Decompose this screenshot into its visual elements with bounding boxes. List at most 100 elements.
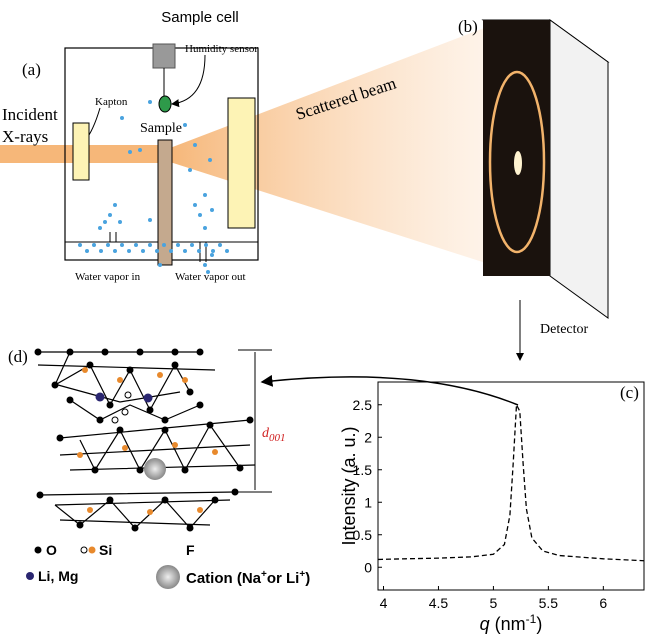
atom-o: [131, 524, 139, 532]
atom-o: [136, 466, 144, 474]
text: Cation (Na: [186, 570, 262, 587]
legend-f: [80, 546, 88, 554]
x-tick-label: 4.5: [429, 595, 449, 611]
water-drop: [148, 243, 152, 247]
unit: ): [536, 614, 542, 634]
atom-si: [157, 372, 163, 378]
water-drop: [98, 226, 102, 230]
water-drop: [99, 249, 103, 253]
panel-label: (a): [22, 60, 41, 79]
x-tick-label: 4: [380, 595, 388, 611]
atom-o: [236, 464, 244, 472]
atom-o: [91, 466, 99, 474]
water-drop: [120, 116, 124, 120]
water-drop: [169, 249, 173, 253]
atom-o: [36, 491, 44, 499]
arrow: [260, 374, 519, 406]
atom-o: [96, 416, 104, 424]
water-drop: [78, 243, 82, 247]
atom-o: [66, 396, 74, 404]
water-drop: [204, 243, 208, 247]
atom-o: [206, 421, 214, 429]
subscript: 001: [269, 432, 286, 444]
x-tick-label: 6: [599, 595, 607, 611]
legend-li-mg: [26, 572, 34, 580]
legend-si: [88, 546, 96, 554]
water-drop: [118, 220, 122, 224]
atom-o: [231, 488, 239, 496]
water-drop: [203, 193, 207, 197]
clay-structure: [37, 351, 256, 529]
water-drop: [113, 249, 117, 253]
sup: +: [299, 569, 305, 580]
atom-o: [161, 496, 169, 504]
water-drop: [103, 220, 107, 224]
exit-window: [227, 97, 256, 229]
water-drop: [127, 249, 131, 253]
label: Water vapor out: [175, 271, 246, 283]
atom-o: [211, 496, 219, 504]
atom-o: [246, 416, 254, 424]
water-drop: [113, 203, 117, 207]
unit: (nm: [490, 614, 526, 634]
water-drop: [197, 249, 201, 253]
atom-o: [116, 426, 124, 434]
atom-o: [181, 466, 189, 474]
legend-label: F: [186, 542, 195, 558]
atom-si: [212, 449, 218, 455]
atom-o: [86, 361, 94, 369]
kapton-window: [72, 122, 90, 181]
label: Water vapor in: [75, 271, 141, 283]
atom-o: [106, 496, 114, 504]
label: Detector: [540, 322, 589, 337]
atom-si: [77, 452, 83, 458]
water-drop: [210, 253, 214, 257]
water-drop: [203, 263, 207, 267]
text: or Li: [267, 570, 300, 587]
atom-o: [106, 401, 114, 409]
atom-o: [34, 348, 42, 356]
atom-o: [66, 348, 74, 356]
water-drop: [208, 158, 212, 162]
water-drop: [203, 226, 207, 230]
data-line: [377, 402, 645, 562]
atom-si: [182, 377, 188, 383]
water-drop: [193, 203, 197, 207]
atom-li-mg: [143, 393, 153, 403]
atom-si: [82, 367, 88, 373]
atom-si: [172, 442, 178, 448]
legend-cation: [156, 565, 180, 589]
sample-holder: [157, 139, 173, 266]
atom-o: [161, 426, 169, 434]
y-tick-label: 2.5: [353, 397, 373, 413]
water-drop: [148, 218, 152, 222]
x-axis-label: q (nm-1): [480, 612, 543, 634]
atom-f: [124, 391, 132, 399]
legend-label: Cation (Na+or Li+): [186, 569, 310, 587]
atom-si: [87, 507, 93, 513]
label: Incident: [2, 105, 58, 124]
label: X-rays: [2, 127, 48, 146]
vapor-pipes: [109, 232, 207, 262]
water-drop: [155, 249, 159, 253]
scattered-cone: [170, 25, 492, 265]
water-drop: [188, 168, 192, 172]
water-drop: [162, 243, 166, 247]
water-drop: [120, 243, 124, 247]
x-tick-label: 5: [490, 595, 498, 611]
beam-center: [514, 151, 522, 175]
water-drop: [128, 150, 132, 154]
panel-label: (b): [458, 17, 478, 36]
y-tick-label: 1.5: [353, 462, 373, 478]
legend-label: O: [46, 542, 57, 558]
atom-o: [56, 434, 64, 442]
label: Sample: [140, 121, 182, 136]
water-drop: [148, 100, 152, 104]
atom-o: [76, 521, 84, 529]
detector-side: [549, 19, 609, 319]
atom-o: [101, 348, 109, 356]
water-drop: [193, 143, 197, 147]
water-drop: [210, 208, 214, 212]
label: Sample cell: [161, 9, 239, 26]
